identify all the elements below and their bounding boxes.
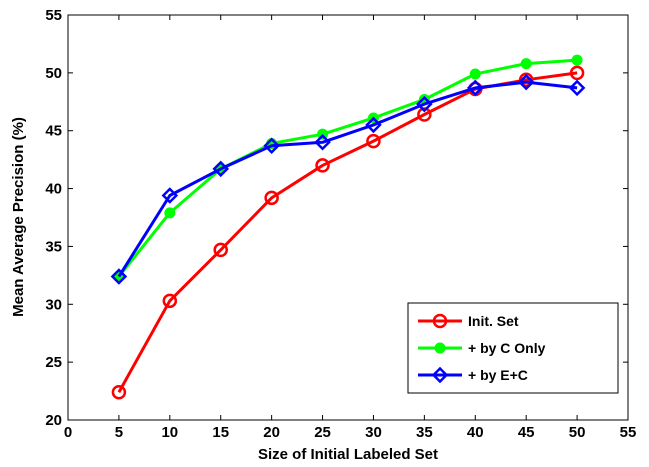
x-tick-label: 25 bbox=[314, 424, 331, 441]
data-point bbox=[469, 68, 481, 80]
y-tick-label: 45 bbox=[45, 123, 62, 140]
legend-label: + by E+C bbox=[468, 367, 528, 383]
data-point bbox=[111, 384, 127, 400]
series-line bbox=[117, 58, 578, 278]
legend-item: + by C Only bbox=[418, 340, 546, 356]
data-point bbox=[164, 207, 176, 219]
legend-label: Init. Set bbox=[468, 313, 519, 329]
legend-marker bbox=[432, 313, 448, 329]
x-tick-label: 15 bbox=[212, 424, 229, 441]
data-point bbox=[365, 116, 382, 134]
data-point bbox=[417, 107, 432, 122]
data-point bbox=[213, 242, 228, 258]
series-3 bbox=[110, 73, 586, 285]
series-line bbox=[117, 80, 578, 278]
x-tick-label: 10 bbox=[161, 424, 178, 441]
data-point bbox=[314, 134, 331, 151]
legend-label: + by C Only bbox=[468, 340, 546, 356]
axis-ticks: 0 5 10 15 20 25 30 35 40 45 50 55 20 25 30 35 40 45 50 55 bbox=[45, 7, 636, 441]
data-point bbox=[568, 79, 586, 97]
y-tick-label: 55 bbox=[45, 7, 62, 24]
legend-item: + by E+C bbox=[418, 366, 528, 384]
legend-marker bbox=[431, 366, 449, 384]
y-tick-label: 50 bbox=[45, 65, 62, 82]
y-tick-label: 40 bbox=[45, 181, 62, 198]
legend-marker bbox=[434, 342, 446, 354]
x-tick-label: 50 bbox=[569, 424, 586, 441]
data-point bbox=[315, 158, 330, 173]
data-point bbox=[162, 293, 178, 309]
x-axis-label: Size of Initial Labeled Set bbox=[258, 446, 438, 463]
x-tick-label: 55 bbox=[620, 424, 637, 441]
data-point bbox=[569, 65, 585, 81]
data-point bbox=[366, 133, 381, 149]
y-axis-label: Mean Average Precision (%) bbox=[10, 117, 27, 317]
data-point bbox=[212, 160, 229, 178]
x-tick-label: 20 bbox=[263, 424, 280, 441]
data-point bbox=[520, 58, 532, 70]
series-layer bbox=[110, 54, 586, 400]
x-tick-label: 5 bbox=[115, 424, 123, 441]
y-tick-label: 20 bbox=[45, 412, 62, 429]
x-tick-label: 30 bbox=[365, 424, 382, 441]
x-tick-label: 35 bbox=[416, 424, 433, 441]
legend: Init. Set + by C Only + by E+C bbox=[407, 302, 619, 394]
y-tick-label: 30 bbox=[45, 296, 62, 313]
data-point bbox=[110, 268, 128, 285]
data-point bbox=[517, 73, 535, 91]
data-point bbox=[161, 187, 179, 204]
data-point bbox=[416, 95, 433, 113]
x-tick-label: 40 bbox=[467, 424, 484, 441]
data-point bbox=[264, 190, 279, 206]
y-tick-label: 25 bbox=[45, 354, 62, 371]
data-point bbox=[263, 137, 280, 155]
data-point bbox=[571, 54, 583, 66]
data-point bbox=[518, 72, 534, 88]
legend-items: Init. Set + by C Only + by E+C bbox=[418, 313, 546, 384]
y-tick-label: 35 bbox=[45, 238, 62, 255]
x-tick-label: 0 bbox=[64, 424, 72, 441]
x-tick-label: 45 bbox=[518, 424, 535, 441]
data-point bbox=[467, 79, 484, 97]
legend-item: Init. Set bbox=[418, 313, 519, 329]
